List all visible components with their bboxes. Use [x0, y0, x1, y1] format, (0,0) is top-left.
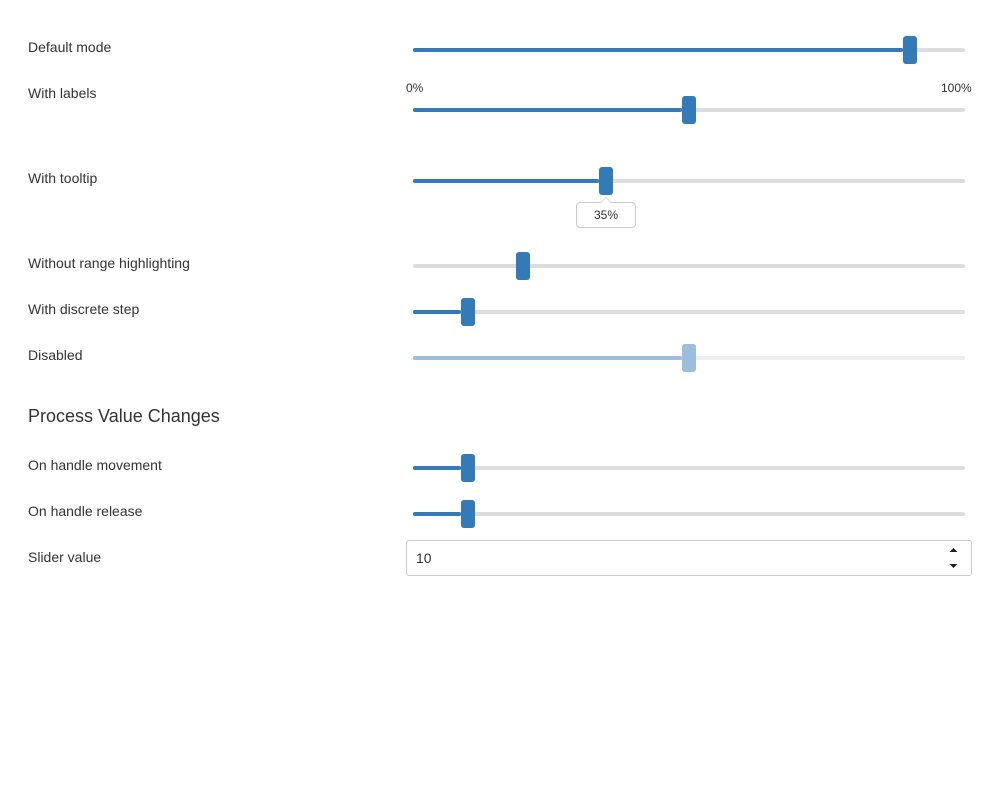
label-with-tooltip: With tooltip	[28, 170, 98, 186]
label-without-range-highlighting: Without range highlighting	[28, 255, 190, 271]
slider-handle[interactable]	[903, 36, 917, 64]
slider-handle[interactable]	[461, 454, 475, 482]
slider-on-handle-release[interactable]	[413, 500, 965, 528]
label-on-handle-release: On handle release	[28, 503, 143, 519]
slider-with-discrete-step[interactable]	[413, 298, 965, 326]
section-title-process-value-changes: Process Value Changes	[28, 406, 220, 426]
slider-handle[interactable]	[599, 167, 613, 195]
label-slider-value: Slider value	[28, 549, 102, 565]
slider-max-label: 100%	[941, 81, 972, 95]
slider-track[interactable]	[413, 512, 965, 516]
slider-disabled	[413, 344, 965, 372]
slider-track[interactable]	[413, 466, 965, 470]
label-disabled: Disabled	[28, 347, 83, 363]
slider-without-range-highlighting[interactable]	[413, 252, 965, 280]
slider-range-fill	[413, 466, 461, 470]
caret-down-icon[interactable]	[948, 561, 959, 570]
slider-range-fill	[413, 48, 903, 52]
label-default-mode: Default mode	[28, 39, 112, 55]
label-with-labels: With labels	[28, 85, 97, 101]
slider-value-input[interactable]: 10	[406, 540, 972, 576]
caret-up-icon[interactable]	[948, 546, 959, 555]
slider-range-fill	[413, 108, 682, 112]
slider-handle[interactable]	[461, 500, 475, 528]
slider-handle[interactable]	[682, 96, 696, 124]
slider-default-mode[interactable]	[413, 36, 965, 64]
slider-min-label: 0%	[406, 81, 424, 95]
slider-track[interactable]	[413, 264, 965, 268]
tooltip-arrow-fill	[601, 198, 611, 203]
slider-with-labels[interactable]	[413, 96, 965, 124]
label-on-handle-movement: On handle movement	[28, 457, 162, 473]
slider-range-fill	[413, 310, 461, 314]
slider-with-tooltip[interactable]	[413, 167, 965, 195]
label-with-discrete-step: With discrete step	[28, 301, 140, 317]
slider-tooltip: 35%	[576, 197, 636, 228]
tooltip-text: 35%	[593, 208, 619, 222]
slider-track[interactable]	[413, 310, 965, 314]
slider-handle[interactable]	[461, 298, 475, 326]
slider-range-fill	[413, 179, 599, 183]
slider-range-fill	[413, 512, 461, 516]
slider-range-fill	[413, 356, 682, 360]
slider-on-handle-movement[interactable]	[413, 454, 965, 482]
slider-value-text[interactable]: 10	[416, 550, 432, 566]
slider-handle	[682, 344, 696, 372]
slider-track[interactable]	[413, 179, 965, 183]
slider-handle[interactable]	[516, 252, 530, 280]
